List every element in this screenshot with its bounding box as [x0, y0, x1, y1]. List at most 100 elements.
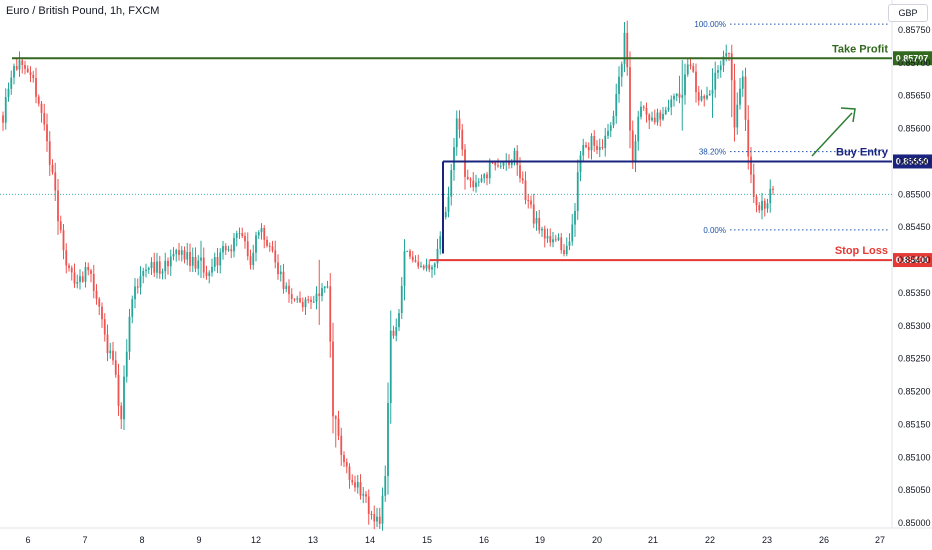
candle-body — [285, 285, 288, 289]
candle-body — [106, 334, 109, 354]
candle-body — [634, 141, 637, 163]
candle-body — [510, 161, 513, 166]
candle-body — [271, 246, 274, 251]
candle-body — [560, 237, 563, 251]
x-tick-label: 23 — [762, 535, 772, 545]
candle-body — [563, 250, 565, 255]
time-axis[interactable]: 6 7 8 9 12 13 14 15 16 19 20 21 22 23 26 27 — [25, 535, 885, 545]
y-tick-label: 0.85500 — [898, 189, 931, 199]
candle-body — [13, 66, 15, 78]
candle-body — [645, 107, 648, 115]
candle-body — [76, 282, 79, 284]
currency-label[interactable]: GBP — [888, 4, 928, 22]
candle-body — [103, 319, 106, 335]
candle-body — [332, 341, 334, 417]
take-profit-price-tag — [893, 51, 932, 66]
x-tick-label: 19 — [535, 535, 545, 545]
candle-body — [156, 261, 158, 273]
candle-body — [164, 260, 167, 272]
candle-body — [312, 301, 315, 303]
candle-body — [216, 257, 219, 266]
candle-body — [213, 257, 216, 267]
candle-body — [725, 52, 728, 57]
candle-body — [543, 228, 546, 239]
candle-body — [186, 252, 189, 260]
candle-body — [315, 293, 318, 302]
candle-body — [466, 176, 469, 180]
candle-body — [131, 299, 134, 317]
candle-body — [35, 77, 37, 97]
candle-body — [736, 104, 739, 128]
candle-body — [252, 252, 255, 266]
symbol-title[interactable]: Euro / British Pound, 1h, FXCM — [6, 5, 160, 17]
candle-body — [7, 88, 10, 98]
candle-body — [211, 266, 213, 273]
candle-body — [18, 60, 21, 70]
x-tick-label: 21 — [648, 535, 658, 545]
y-tick-label: 0.85000 — [898, 518, 931, 528]
candle-body — [758, 205, 761, 211]
candle-body — [769, 188, 772, 204]
candle-body — [689, 64, 692, 67]
candle-body — [695, 71, 697, 93]
candle-body — [521, 178, 524, 181]
candle-body — [343, 454, 345, 463]
candle-body — [310, 299, 312, 302]
candle-body — [161, 271, 164, 274]
x-tick-label: 16 — [479, 535, 489, 545]
y-tick-label: 0.85050 — [898, 485, 931, 495]
candle-body — [26, 68, 29, 73]
candle-body — [95, 290, 98, 299]
candle-body — [653, 117, 656, 123]
candle-body — [46, 124, 48, 142]
candle-body — [593, 136, 596, 146]
candle-body — [513, 150, 516, 162]
candle-body — [574, 210, 576, 225]
candle-body — [675, 93, 678, 97]
candle-body — [117, 374, 120, 406]
candle-body — [373, 514, 376, 522]
candle-body — [40, 103, 43, 113]
candle-body — [761, 200, 763, 211]
candle-body — [381, 495, 384, 524]
candle-body — [714, 72, 717, 90]
candle-body — [612, 115, 615, 126]
candle-body — [411, 256, 414, 261]
candle-body — [356, 482, 359, 488]
candle-body — [202, 257, 205, 273]
candle-body — [730, 53, 733, 81]
candle-body — [455, 118, 458, 148]
candle-body — [277, 262, 279, 275]
candle-body — [296, 298, 299, 300]
y-tick-label: 0.85200 — [898, 387, 931, 397]
x-tick-label: 13 — [308, 535, 318, 545]
candle-body — [431, 267, 433, 270]
candle-body — [565, 245, 568, 255]
candle-body — [637, 116, 640, 142]
candle-body — [664, 109, 667, 114]
candle-body — [557, 237, 560, 241]
candle-body — [620, 64, 623, 77]
candle-body — [403, 251, 406, 286]
price-axis[interactable]: 0.85750 0.85700 0.85650 0.85600 0.85550 0.855… — [898, 25, 931, 528]
candle-body — [763, 200, 766, 209]
candle-body — [395, 327, 398, 336]
candle-body — [752, 174, 755, 197]
y-tick-label: 0.85150 — [898, 419, 931, 429]
candle-body — [167, 260, 169, 267]
x-tick-label: 14 — [365, 535, 375, 545]
candle-body — [700, 95, 703, 101]
candle-body — [290, 294, 293, 299]
candle-body — [576, 172, 579, 211]
candle-body — [458, 118, 461, 130]
candle-body — [84, 266, 87, 282]
candle-body — [123, 376, 125, 420]
candle-body — [656, 112, 659, 123]
y-tick-label: 0.85350 — [898, 288, 931, 298]
candle-body — [233, 237, 235, 252]
candle-body — [750, 156, 752, 175]
y-tick-label: 0.85650 — [898, 91, 931, 101]
candle-body — [447, 196, 450, 212]
candle-body — [642, 106, 645, 108]
